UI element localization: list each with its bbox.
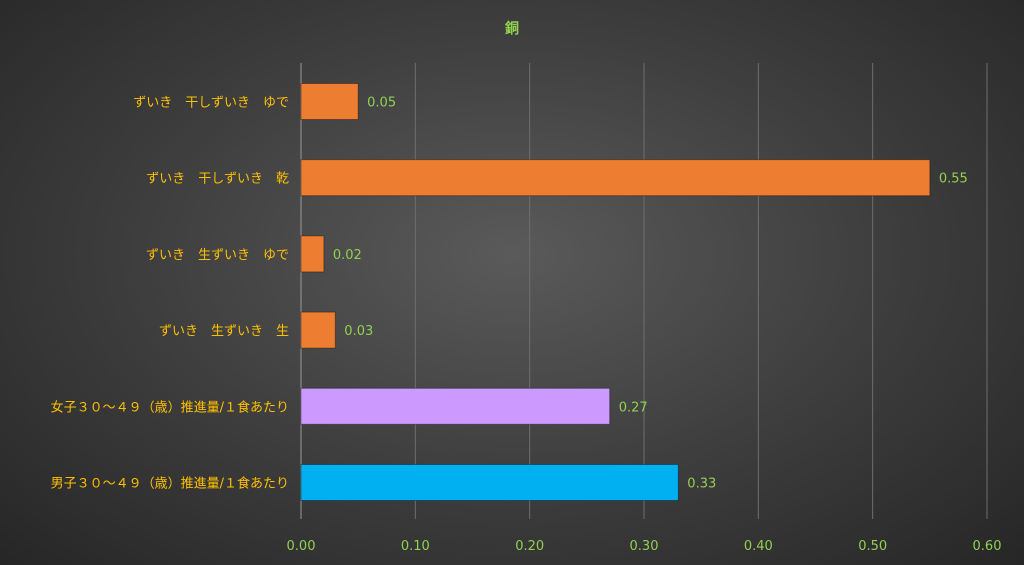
gridlines [300, 63, 988, 519]
bar [300, 464, 679, 501]
category-label: ずいき 生ずいき ゆで [146, 248, 289, 263]
bar [300, 83, 359, 120]
data-label: 0.33 [687, 477, 716, 492]
x-tick-label: 0.20 [515, 539, 544, 554]
x-tick-label: 0.30 [630, 539, 659, 554]
chart-title: 銅 [505, 20, 519, 37]
x-tick-label: 0.50 [858, 539, 887, 554]
data-label: 0.55 [939, 172, 968, 187]
bar [300, 235, 325, 273]
bar [300, 387, 611, 425]
category-label: ずいき 生ずいき 生 [159, 324, 289, 339]
category-label: 男子３０～４９（歳）推進量/１食あたり [51, 476, 289, 492]
data-label: 0.05 [367, 96, 396, 111]
data-label: 0.02 [333, 248, 362, 263]
x-tick-label: 0.60 [973, 539, 1002, 554]
x-tick-label: 0.40 [744, 539, 773, 554]
data-label: 0.27 [619, 400, 648, 415]
bars [300, 83, 931, 501]
bar [300, 159, 931, 197]
labels: 0.00 0.10 0.20 0.30 0.40 0.50 0.60 ずいき 干しずいき ゆで… [51, 96, 1002, 555]
bar [300, 311, 336, 349]
category-label: ずいき 干しずいき ゆで [133, 96, 289, 111]
category-label: 女子３０～４９（歳）推進量/１食あたり [51, 399, 289, 415]
x-tick-label: 0.00 [287, 539, 316, 554]
data-label: 0.03 [344, 324, 373, 339]
x-tick-label: 0.10 [401, 539, 430, 554]
category-label: ずいき 干しずいき 乾 [146, 172, 289, 187]
